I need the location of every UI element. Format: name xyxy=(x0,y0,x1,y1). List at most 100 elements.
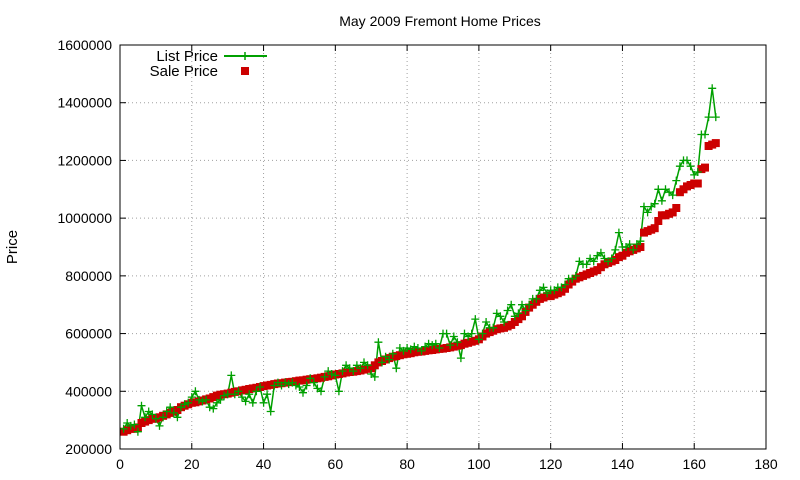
list-price-point xyxy=(309,378,318,387)
list-price-point xyxy=(539,283,548,292)
list-price-point xyxy=(248,398,257,407)
list-price-point xyxy=(209,404,218,413)
list-price-point xyxy=(378,358,386,367)
grid xyxy=(120,45,766,449)
list-price-point xyxy=(119,424,128,433)
list-price-point xyxy=(227,371,236,380)
list-price-point xyxy=(320,372,329,381)
list-price-point xyxy=(173,413,182,422)
list-price-point xyxy=(334,387,343,396)
list-price-point xyxy=(252,387,261,396)
list-price-point xyxy=(187,393,196,402)
sale-price-point xyxy=(561,284,569,293)
x-tick-label: 80 xyxy=(399,456,415,472)
sale-price-point xyxy=(693,179,702,188)
list-price-point xyxy=(151,414,160,423)
list-price-point xyxy=(614,228,623,237)
x-tick-label: 140 xyxy=(611,456,635,472)
list-price-point xyxy=(456,354,465,363)
list-price-point xyxy=(668,191,677,200)
x-tick-label: 180 xyxy=(754,456,778,472)
list-price-point xyxy=(629,245,638,254)
sale-price-point xyxy=(654,217,663,225)
list-price-point xyxy=(500,318,508,326)
list-price-point xyxy=(155,421,164,430)
list-price-point xyxy=(198,397,207,406)
list-price-point xyxy=(126,421,135,430)
list-price-point xyxy=(191,387,200,396)
x-tick-label: 100 xyxy=(467,456,491,472)
list-price-point xyxy=(302,381,311,390)
list-price-point xyxy=(453,338,462,347)
list-price-point xyxy=(223,390,232,399)
list-price-point xyxy=(349,367,358,376)
list-price-point xyxy=(241,397,250,406)
list-price-point xyxy=(166,403,175,412)
list-price-point xyxy=(643,208,652,217)
list-price-point xyxy=(202,395,211,404)
list-price-point xyxy=(263,390,272,399)
sale-price-point xyxy=(133,423,142,432)
list-price-point xyxy=(467,329,476,338)
list-price-point xyxy=(338,367,347,376)
x-tick-label: 60 xyxy=(328,456,344,472)
list-price-point xyxy=(195,395,203,404)
list-price-point xyxy=(370,372,379,381)
y-tick-label: 600000 xyxy=(65,326,112,342)
y-tick-label: 1400000 xyxy=(57,95,112,111)
sale-price-point xyxy=(672,204,681,212)
list-price-point xyxy=(431,339,440,348)
list-price-point xyxy=(295,383,304,391)
list-price-point xyxy=(474,335,483,344)
list-price-point xyxy=(607,254,616,263)
sale-price-point xyxy=(711,139,720,148)
list-price-point xyxy=(701,130,709,139)
list-price-point xyxy=(571,271,580,280)
list-price-point xyxy=(514,309,523,318)
list-price-point xyxy=(446,341,455,350)
list-price-point xyxy=(532,294,541,303)
list-price-point xyxy=(683,156,691,165)
list-price-point xyxy=(220,391,229,400)
list-price-point xyxy=(245,390,254,399)
list-price-point xyxy=(205,403,214,412)
list-price-point xyxy=(636,237,645,246)
list-price-point xyxy=(331,371,340,380)
list-price-point xyxy=(525,300,534,309)
list-price-point xyxy=(596,248,605,257)
list-price-point xyxy=(299,388,307,397)
list-price-point xyxy=(428,341,437,350)
list-price-point xyxy=(582,260,591,269)
list-price-point xyxy=(266,407,275,416)
list-price-point xyxy=(180,400,189,409)
list-price-point xyxy=(403,344,412,352)
list-price-point xyxy=(561,280,569,289)
sale-price-point xyxy=(668,208,677,217)
x-tick-label: 160 xyxy=(683,456,707,472)
x-tick-label: 0 xyxy=(116,456,124,472)
list-price-point xyxy=(435,344,444,352)
sale-price-point xyxy=(636,243,645,251)
list-price-point xyxy=(417,346,426,355)
legend-marker-list-price xyxy=(241,52,249,60)
list-price-point xyxy=(611,245,620,254)
chart-title: May 2009 Fremont Home Prices xyxy=(339,13,541,29)
list-price-point xyxy=(675,162,684,171)
list-price-point xyxy=(711,113,720,122)
x-tick-label: 20 xyxy=(184,456,200,472)
list-price-point xyxy=(234,387,243,396)
list-price-point xyxy=(478,329,487,338)
list-price-point xyxy=(625,240,634,249)
list-price-point xyxy=(503,306,512,315)
list-price-point xyxy=(482,318,491,326)
list-price-point xyxy=(686,162,695,171)
list-price-point xyxy=(284,380,293,389)
list-price-point xyxy=(148,410,157,419)
list-price-point xyxy=(162,407,171,416)
list-price-point xyxy=(424,339,433,348)
sale-price-point xyxy=(650,224,659,233)
list-price-point xyxy=(392,364,401,373)
list-price-point xyxy=(507,300,516,309)
x-tick-label: 120 xyxy=(539,456,563,472)
